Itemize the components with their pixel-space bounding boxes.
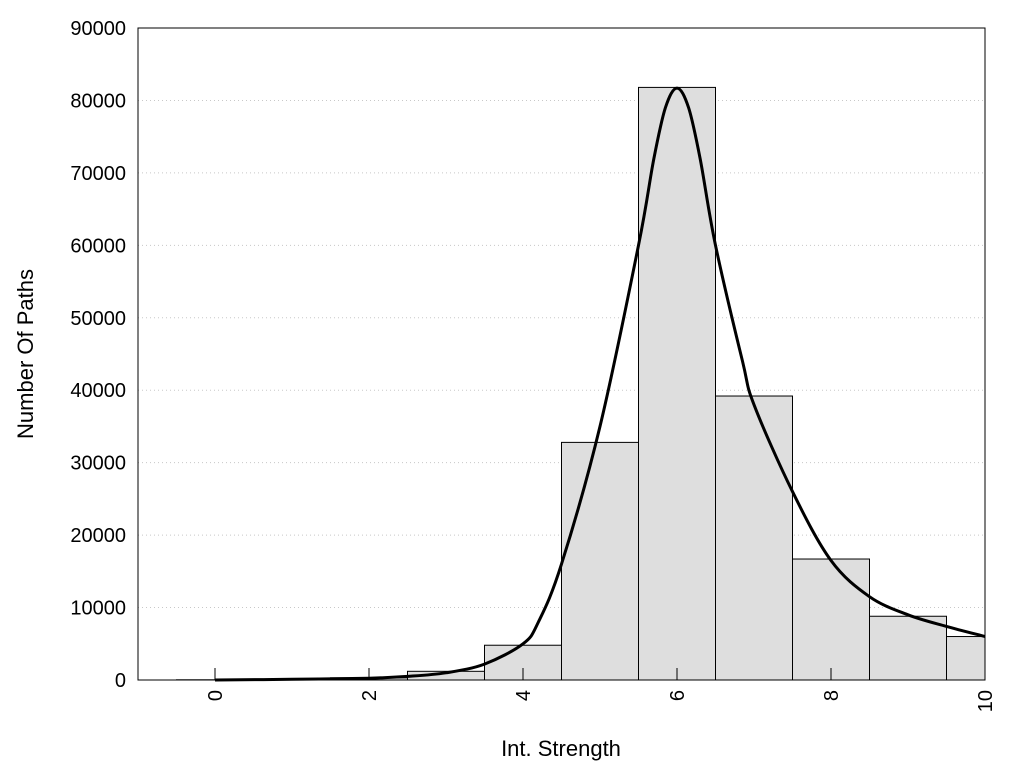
x-axis: 0 2 4 6 8 10 (205, 668, 997, 712)
histogram-bar (638, 86, 716, 681)
y-tick-label: 50000 (70, 308, 126, 330)
histogram-bar (792, 558, 870, 681)
histogram-bar (869, 615, 947, 681)
fit-curve (214, 86, 986, 682)
histogram-bar (715, 395, 793, 681)
y-tick-label: 10000 (70, 598, 126, 620)
y-tick-label: 0 (115, 670, 126, 692)
y-tick-label: 70000 (70, 163, 126, 185)
x-tick-label: 4 (513, 690, 535, 701)
x-tick-label: 8 (821, 690, 843, 701)
y-tick-label: 20000 (70, 525, 126, 547)
y-tick-label: 90000 (70, 18, 126, 40)
histogram-bar (561, 441, 639, 681)
x-tick-label: 0 (205, 690, 227, 701)
x-tick-label: 6 (667, 690, 689, 701)
y-tick-label: 60000 (70, 235, 126, 257)
y-tick-label: 30000 (70, 453, 126, 475)
y-tick-label: 80000 (70, 90, 126, 112)
plot-frame (137, 27, 986, 681)
x-tick-label: 10 (975, 690, 997, 712)
bars (176, 86, 986, 681)
x-axis-title: Int. Strength (501, 736, 621, 761)
histogram-bar (946, 636, 986, 681)
y-tick-label: 40000 (70, 380, 126, 402)
x-tick-label: 2 (359, 690, 381, 701)
y-axis: 0 10000 20000 30000 40000 50000 60000 70000 8000… (70, 18, 126, 692)
y-axis-title: Number Of Paths (13, 269, 38, 439)
